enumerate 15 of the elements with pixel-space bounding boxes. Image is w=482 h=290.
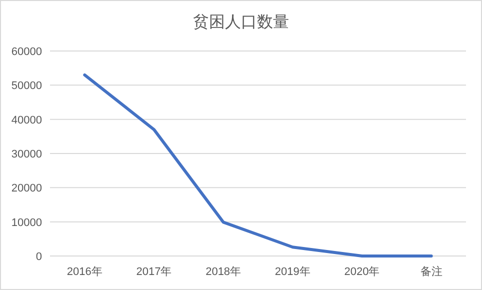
x-tick-label: 2016年	[66, 266, 102, 278]
x-tick-label: 2020年	[344, 266, 380, 278]
y-tick-label: 0	[36, 251, 42, 263]
y-tick-label: 10000	[11, 216, 42, 229]
line-series	[83, 73, 433, 258]
y-tick-label: 50000	[11, 80, 42, 92]
x-tick-label: 备注	[420, 265, 442, 278]
y-tick-label: 20000	[11, 182, 42, 195]
chart-title: 贫困人口数量	[193, 13, 289, 31]
y-tick-label: 30000	[11, 148, 42, 160]
x-tick-label: 2019年	[274, 266, 310, 278]
x-tick-label: 2018年	[206, 266, 242, 278]
x-tick-label: 2017年	[136, 266, 172, 278]
y-tick-label: 60000	[11, 46, 42, 58]
y-tick-label: 40000	[11, 114, 42, 126]
